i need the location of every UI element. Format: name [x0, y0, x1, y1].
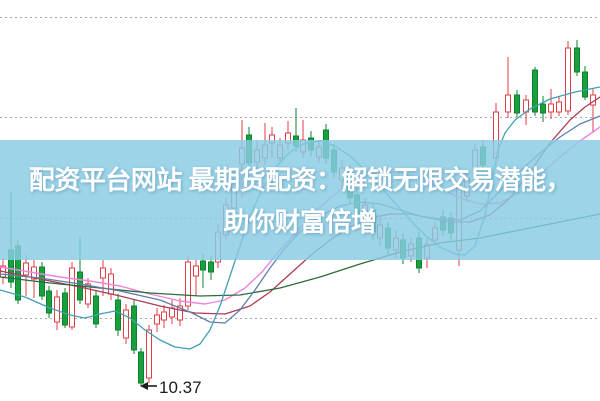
candle-body-down	[200, 260, 206, 271]
candle-body-down	[354, 194, 360, 216]
candle-body-up	[239, 147, 245, 165]
candle-body-up	[146, 329, 152, 379]
candle-body-up	[231, 174, 237, 209]
candle-body-down	[93, 295, 99, 325]
candle-body-up	[177, 305, 183, 321]
candle-body-down	[480, 146, 486, 166]
candle-body-up	[154, 314, 160, 325]
candle-body-up	[262, 144, 268, 159]
candle-body-down	[370, 209, 376, 233]
candle-body-up	[85, 283, 91, 305]
candle-body-down	[514, 94, 520, 114]
candle-body-up	[339, 167, 345, 181]
candle-body-down	[138, 351, 144, 384]
candle-body-up	[556, 101, 562, 113]
candle-body-up	[285, 132, 291, 144]
candle-body-up	[269, 134, 275, 144]
candle-body-down	[532, 69, 538, 113]
candle-body-up	[377, 224, 383, 239]
candle-body-down	[385, 227, 391, 249]
candle-body-down	[246, 134, 252, 164]
candle-body-up	[193, 265, 199, 277]
candle-body-up	[254, 149, 260, 163]
candle-body-down	[331, 149, 337, 173]
candle-body-down	[15, 245, 21, 301]
candle-body-up	[23, 262, 29, 276]
candle-body-up	[472, 149, 478, 169]
candle-body-up	[316, 146, 322, 158]
candle-body-up	[215, 231, 221, 263]
candle-body-up	[161, 311, 167, 321]
candle-body-up	[432, 227, 438, 241]
candle-body-down	[208, 261, 214, 273]
candle-body-up	[100, 267, 106, 279]
candle-body-down	[46, 290, 52, 314]
candle-body-up	[464, 177, 470, 197]
candle-body-up	[123, 309, 129, 339]
candle-body-down	[574, 47, 580, 73]
candle-body-down	[582, 71, 588, 98]
candle-body-up	[362, 204, 368, 219]
low-price-arrow-head	[140, 382, 148, 390]
candle-body-down	[293, 135, 299, 147]
candle-body-up	[565, 47, 571, 112]
candle-body-down	[115, 299, 121, 331]
candle-body-down	[540, 103, 546, 114]
candle-body-down	[62, 292, 68, 326]
candle-body-up	[548, 103, 554, 113]
ma-pink	[0, 126, 600, 305]
candle-body-down	[308, 137, 314, 151]
candle-body-down	[416, 237, 422, 269]
candle-body-down	[8, 249, 14, 283]
candle-body-down	[400, 239, 406, 259]
candle-body-up	[185, 261, 191, 307]
candle-body-up	[505, 94, 511, 113]
candle-body-up	[277, 144, 283, 159]
candle-body-down	[131, 305, 137, 351]
candle-body-up	[69, 267, 75, 328]
candle-body-up	[393, 237, 399, 251]
low-price-label: 10.37	[159, 378, 202, 397]
candle-body-up	[223, 204, 229, 236]
